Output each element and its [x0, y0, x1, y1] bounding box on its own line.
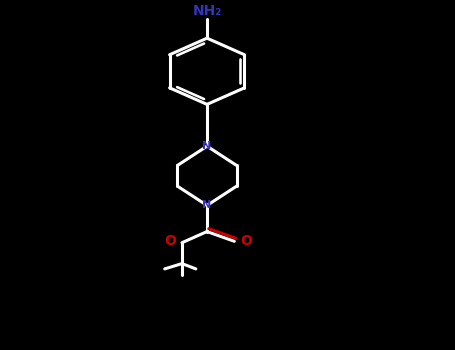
Text: N: N: [202, 141, 212, 151]
Text: O: O: [240, 233, 252, 247]
Text: N: N: [202, 201, 212, 210]
Text: NH₂: NH₂: [192, 4, 222, 18]
Text: O: O: [164, 234, 176, 248]
